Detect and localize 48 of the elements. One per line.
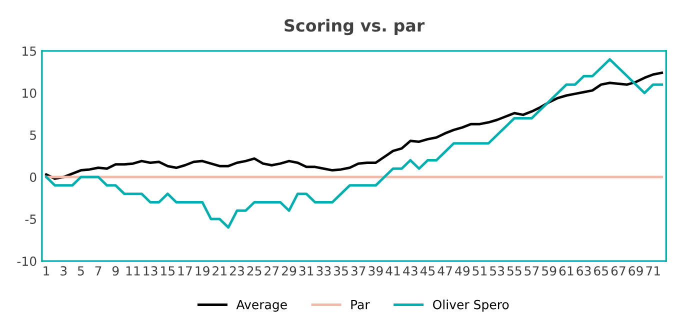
- x-tick-label: 1: [44, 266, 50, 276]
- x-tick-label: 45: [420, 266, 435, 276]
- x-tick-label: 55: [507, 266, 522, 276]
- x-tick-label: 35: [334, 266, 348, 276]
- x-tick-label: 27: [264, 266, 279, 276]
- x-tick-label: 71: [646, 266, 660, 276]
- x-tick-label: 57: [524, 266, 539, 276]
- line-series: [45, 72, 664, 180]
- legend-label: Par: [351, 300, 370, 310]
- x-tick-label: 37: [351, 266, 366, 276]
- x-tick-label: 7: [95, 266, 102, 276]
- x-tick-label: 51: [472, 266, 487, 276]
- x-tick-label: 65: [594, 266, 608, 276]
- x-tick-label: 17: [178, 266, 192, 276]
- x-tick-label: 33: [316, 266, 331, 276]
- y-tick-label: -10: [17, 256, 36, 266]
- y-tick-label: 0: [30, 172, 36, 182]
- chart-title: Scoring vs. par: [284, 18, 425, 36]
- x-tick-label: 19: [196, 266, 210, 276]
- x-tick-label: 43: [403, 266, 418, 276]
- y-tick-label: -5: [25, 214, 36, 224]
- x-tick-label: 41: [386, 266, 400, 276]
- x-tick-label: 23: [230, 266, 244, 276]
- y-tick-label: 5: [30, 130, 36, 140]
- x-tick-label: 15: [161, 266, 175, 276]
- legend-label: Oliver Spero: [433, 300, 509, 312]
- x-tick-label: 3: [60, 266, 67, 276]
- x-tick-label: 67: [611, 266, 626, 276]
- x-tick-label: 61: [559, 266, 574, 276]
- x-tick-label: 25: [247, 266, 262, 276]
- x-tick-label: 31: [299, 266, 314, 276]
- x-tick-label: 11: [126, 266, 140, 276]
- y-tick-label: 10: [22, 88, 36, 98]
- legend-label: Average: [236, 300, 287, 312]
- x-tick-label: 53: [490, 266, 504, 276]
- x-tick-label: 13: [144, 266, 158, 276]
- x-tick-label: 9: [112, 266, 119, 276]
- x-tick-label: 5: [78, 266, 84, 276]
- x-tick-label: 49: [455, 266, 470, 276]
- x-tick-label: 63: [576, 266, 591, 276]
- x-tick-label: 39: [368, 266, 383, 276]
- x-tick-label: 21: [212, 266, 226, 276]
- y-tick-label: 15: [22, 46, 36, 56]
- x-tick-label: 47: [438, 266, 452, 276]
- x-tick-label: 69: [628, 266, 643, 276]
- x-tick-label: 29: [282, 266, 296, 276]
- line-series: [45, 58, 664, 229]
- x-tick-label: 59: [542, 266, 556, 276]
